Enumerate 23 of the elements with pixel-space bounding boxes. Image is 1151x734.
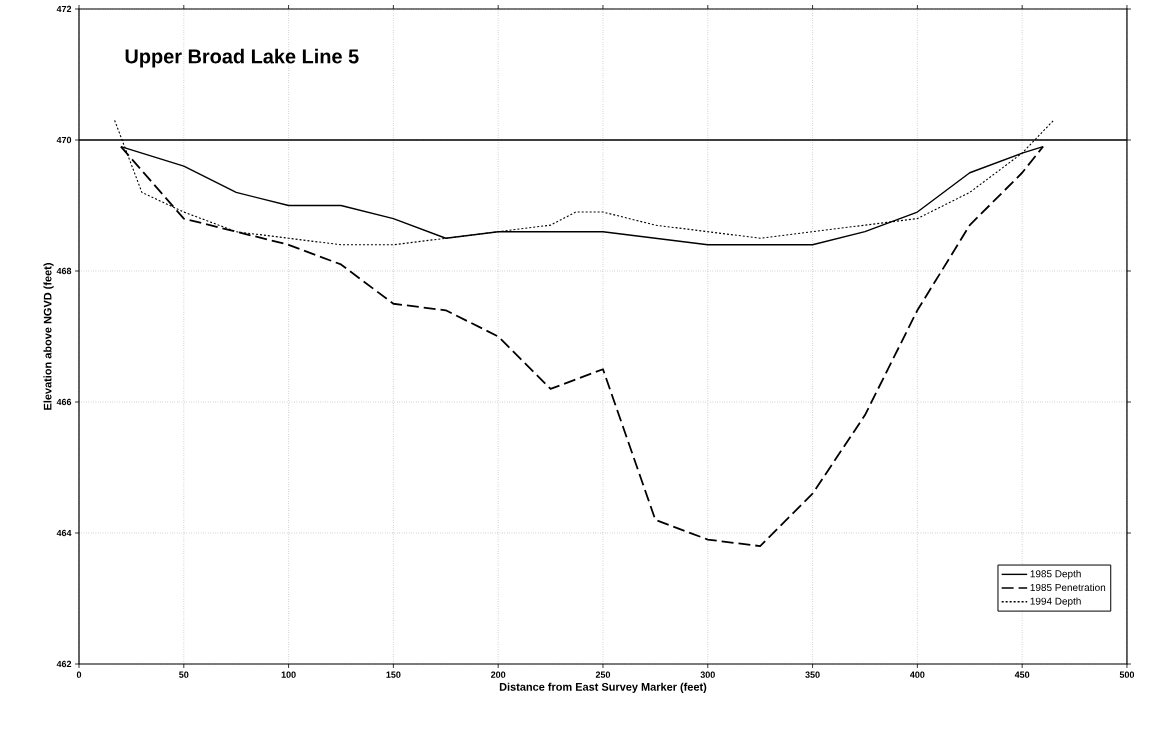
x-tick-label: 500 — [1119, 671, 1135, 678]
x-tick-label: 250 — [595, 671, 611, 678]
x-tick-label: 100 — [281, 671, 296, 678]
x-tick-label: 450 — [1014, 671, 1030, 678]
x-tick-label: 0 — [76, 671, 82, 678]
legend-label: 1985 Penetration — [1030, 583, 1106, 592]
y-axis-title: Elevation above NGVD (feet) — [43, 263, 54, 410]
x-tick-label: 50 — [179, 671, 189, 678]
y-tick-label: 466 — [56, 398, 72, 406]
x-tick-label: 400 — [910, 671, 925, 678]
x-axis-title: Distance from East Survey Marker (feet) — [499, 682, 707, 693]
legend-label: 1994 Depth — [1030, 597, 1081, 607]
y-tick-label: 464 — [56, 529, 72, 537]
x-tick-label: 200 — [491, 671, 506, 678]
x-tick-label: 350 — [805, 671, 820, 678]
x-tick-label: 150 — [386, 671, 401, 678]
legend-label: 1985 Depth — [1030, 570, 1081, 580]
y-tick-label: 462 — [56, 660, 72, 668]
y-tick-label: 470 — [56, 136, 72, 144]
y-tick-label: 468 — [56, 267, 72, 275]
y-tick-label: 472 — [56, 5, 72, 13]
text: Upper Broad Lake Line 5 — [125, 48, 359, 68]
x-tick-label: 300 — [700, 671, 715, 678]
